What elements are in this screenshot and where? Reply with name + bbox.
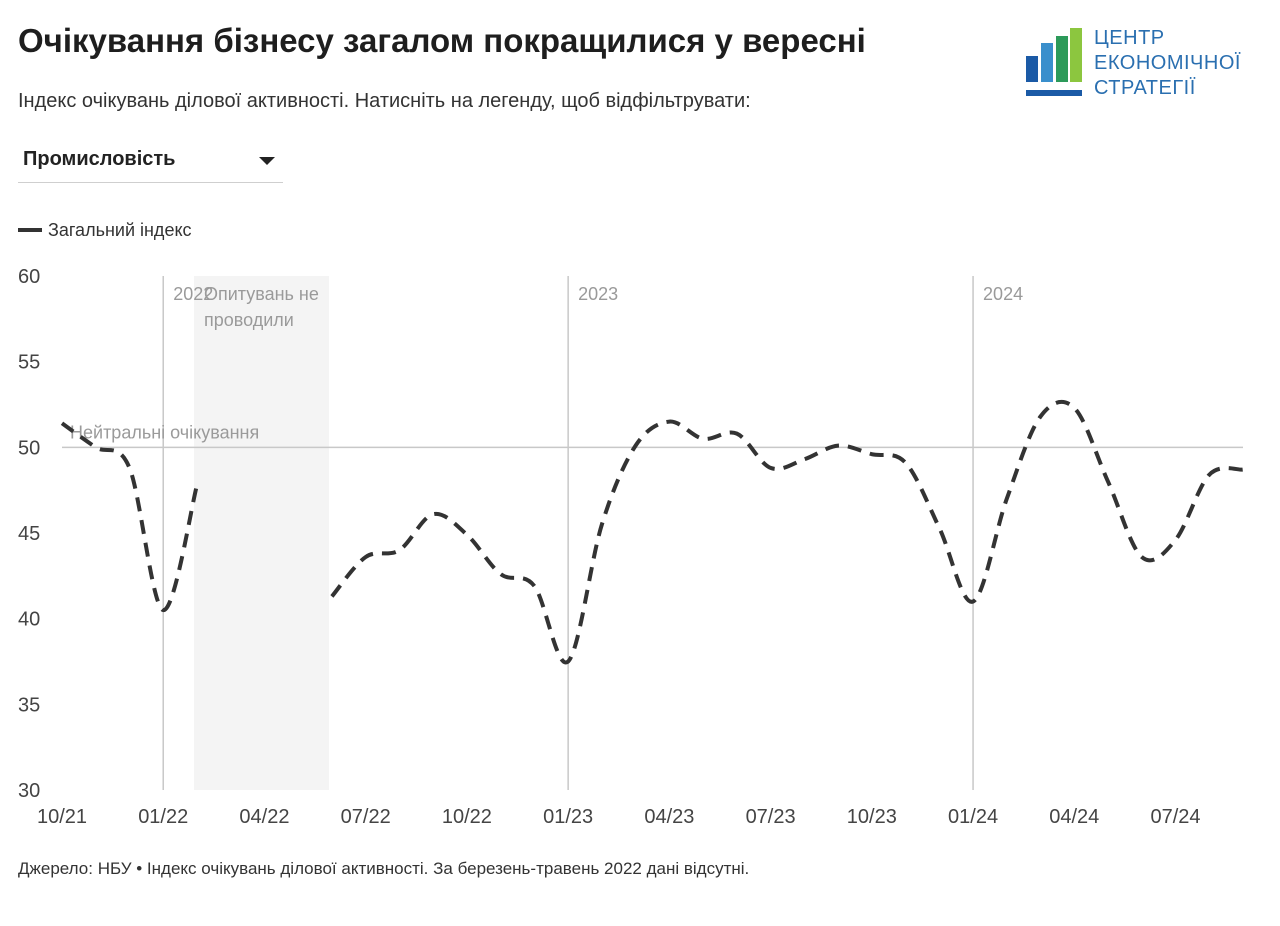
x-tick-label: 01/24 — [948, 806, 998, 828]
logo-bars-icon — [1026, 28, 1082, 96]
x-tick-label: 01/22 — [138, 806, 188, 828]
logo-line-2: ЕКОНОМІЧНОЇ — [1094, 52, 1241, 74]
x-tick-label: 04/22 — [239, 806, 289, 828]
x-tick-label: 07/22 — [341, 806, 391, 828]
year-marker-label: 2023 — [578, 284, 618, 304]
neutral-line-label: Нейтральні очікування — [70, 422, 259, 442]
x-tick-label: 04/23 — [644, 806, 694, 828]
x-tick-label: 10/22 — [442, 806, 492, 828]
x-tick-label: 10/23 — [847, 806, 897, 828]
year-marker-label: 2022 — [173, 284, 213, 304]
y-tick-label: 30 — [18, 780, 40, 802]
x-tick-label: 07/23 — [746, 806, 796, 828]
series-line-segment — [330, 399, 1244, 665]
x-tick-label: 01/23 — [543, 806, 593, 828]
legend-swatch — [18, 228, 42, 232]
y-tick-label: 55 — [18, 352, 40, 374]
x-tick-label: 10/21 — [37, 806, 87, 828]
legend-label: Загальний індекс — [48, 219, 192, 240]
legend-item-general-index[interactable]: Загальний індекс — [18, 219, 192, 241]
logo-line-3: СТРАТЕГІЇ — [1094, 77, 1196, 99]
chart-title: Очікування бізнесу загалом покращилися у… — [18, 22, 866, 59]
y-tick-label: 45 — [18, 523, 40, 545]
y-tick-label: 40 — [18, 609, 40, 631]
x-tick-label: 04/24 — [1049, 806, 1099, 828]
sector-dropdown-value: Промисловість — [23, 148, 176, 170]
no-survey-label: Опитувань не — [204, 284, 319, 304]
no-survey-label: проводили — [204, 310, 294, 330]
y-tick-label: 60 — [18, 266, 40, 288]
y-tick-label: 35 — [18, 694, 40, 716]
ces-logo: ЦЕНТР ЕКОНОМІЧНОЇ СТРАТЕГІЇ — [1026, 26, 1266, 102]
year-marker-label: 2024 — [983, 284, 1023, 304]
sector-dropdown[interactable]: Промисловість — [18, 140, 283, 183]
chart-subtitle: Індекс очікувань ділової активності. Нат… — [18, 90, 751, 112]
y-tick-label: 50 — [18, 437, 40, 459]
source-note: Джерело: НБУ • Індекс очікувань ділової … — [18, 859, 750, 878]
logo-line-1: ЦЕНТР — [1094, 27, 1165, 49]
series-line-segment — [60, 421, 199, 613]
no-survey-region — [193, 276, 329, 790]
x-tick-label: 07/24 — [1150, 806, 1200, 828]
caret-down-icon — [259, 157, 275, 165]
